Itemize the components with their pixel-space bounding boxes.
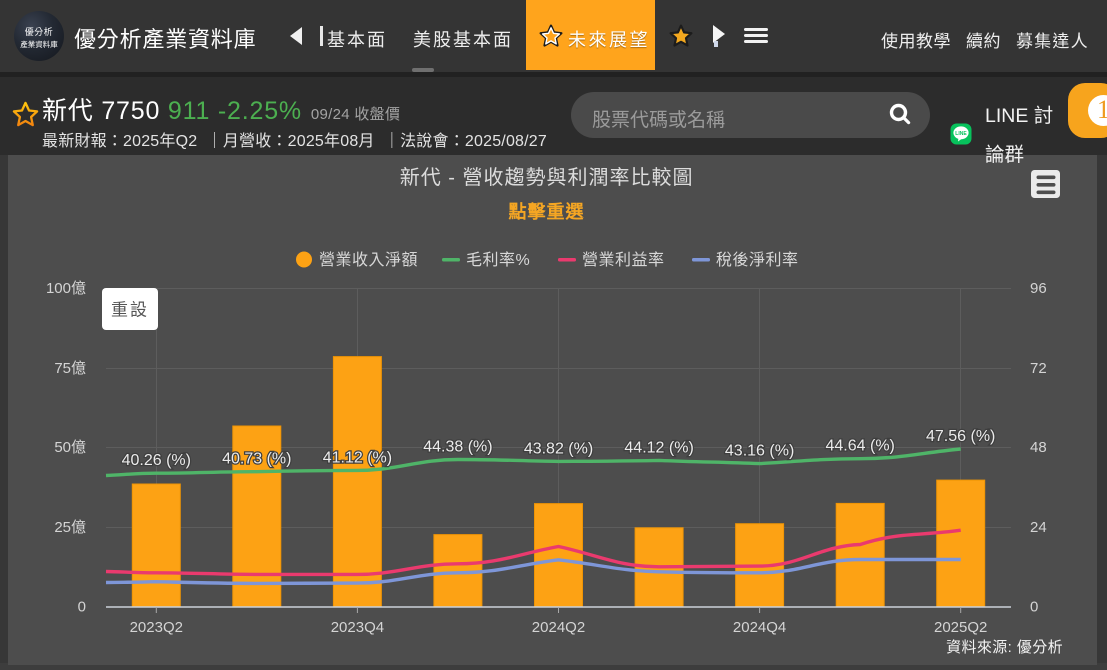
svg-text:LINE: LINE xyxy=(955,131,967,137)
svg-text:0: 0 xyxy=(1030,599,1038,616)
svg-text:96: 96 xyxy=(1030,280,1047,297)
svg-text:43.16 (%): 43.16 (%) xyxy=(725,443,794,460)
svg-text:0: 0 xyxy=(78,599,86,616)
svg-text:44.12 (%): 44.12 (%) xyxy=(624,439,693,456)
svg-text:毛利率%: 毛利率% xyxy=(466,251,530,269)
svg-text:44.64 (%): 44.64 (%) xyxy=(826,438,895,455)
svg-text:75億: 75億 xyxy=(54,360,86,377)
svg-text:43.82 (%): 43.82 (%) xyxy=(524,440,593,457)
svg-text:48: 48 xyxy=(1030,439,1047,456)
svg-text:營業利益率: 營業利益率 xyxy=(582,251,665,269)
svg-text:50億: 50億 xyxy=(54,439,86,456)
svg-text:2024Q4: 2024Q4 xyxy=(733,619,786,636)
svg-text:100億: 100億 xyxy=(46,280,86,297)
svg-text:重設: 重設 xyxy=(111,301,149,320)
svg-text:稅後淨利率: 稅後淨利率 xyxy=(716,251,799,269)
svg-text:點擊重選: 點擊重選 xyxy=(509,201,585,222)
svg-text:2023Q2: 2023Q2 xyxy=(130,619,183,636)
svg-text:72: 72 xyxy=(1030,360,1047,377)
svg-text:2023Q4: 2023Q4 xyxy=(331,619,384,636)
svg-text:資料來源: 優分析: 資料來源: 優分析 xyxy=(946,638,1063,656)
svg-text:47.56 (%): 47.56 (%) xyxy=(926,428,995,445)
svg-text:2025Q2: 2025Q2 xyxy=(934,619,987,636)
svg-text:25億: 25億 xyxy=(54,519,86,536)
svg-text:44.38 (%): 44.38 (%) xyxy=(423,439,492,456)
svg-text:41.12 (%): 41.12 (%) xyxy=(323,449,392,466)
svg-text:24: 24 xyxy=(1030,519,1047,536)
svg-text:營業收入淨額: 營業收入淨額 xyxy=(319,251,418,269)
svg-text:新代 - 營收趨勢與利潤率比較圖: 新代 - 營收趨勢與利潤率比較圖 xyxy=(400,166,694,189)
svg-text:40.26 (%): 40.26 (%) xyxy=(122,452,191,469)
svg-text:40.73 (%): 40.73 (%) xyxy=(222,451,291,468)
svg-text:2024Q2: 2024Q2 xyxy=(532,619,585,636)
